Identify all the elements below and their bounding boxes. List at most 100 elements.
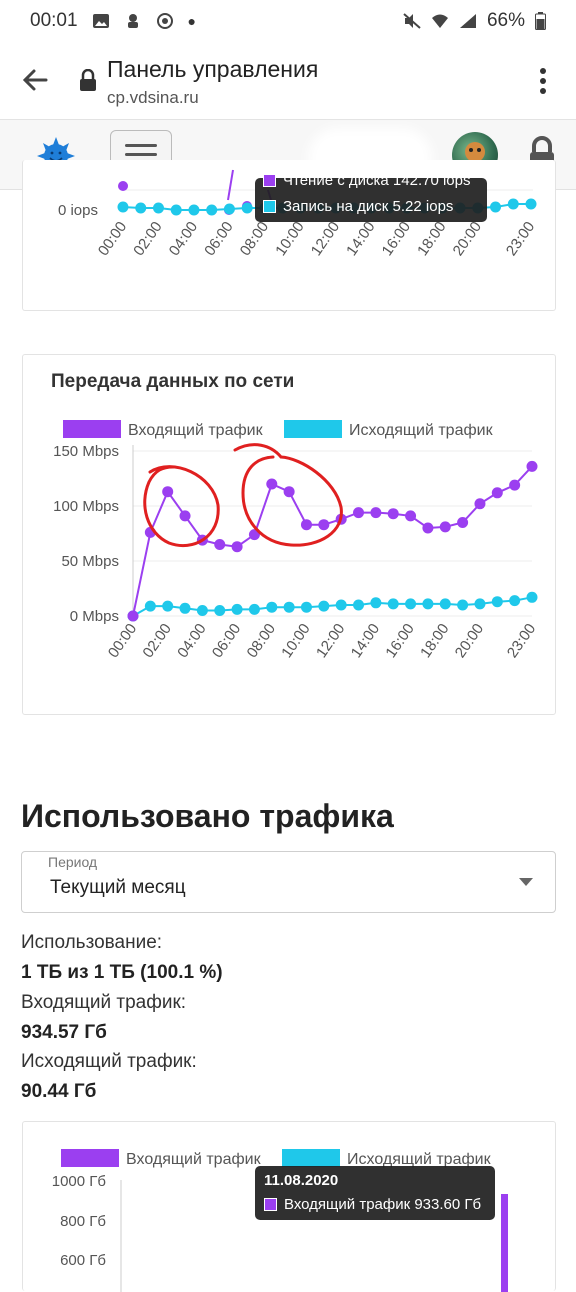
network-in-point[interactable]	[300, 519, 312, 531]
network-chart: Входящий трафик Исходящий трафик 150 Mbp…	[53, 420, 539, 662]
network-out-point[interactable]	[248, 603, 260, 615]
network-x-tick: 10:00	[278, 621, 313, 662]
disk-write-point[interactable]	[507, 198, 519, 210]
network-x-tick: 00:00	[105, 621, 140, 662]
network-x-tick: 06:00	[209, 621, 244, 662]
network-in-point[interactable]	[439, 521, 451, 533]
network-y-tick: 150 Mbps	[53, 443, 119, 460]
secure-lock-icon	[80, 69, 96, 91]
disk-write-point[interactable]	[525, 198, 537, 210]
network-out-point[interactable]	[283, 601, 295, 613]
network-out-point[interactable]	[353, 599, 365, 611]
legend-out-swatch[interactable]	[284, 420, 342, 438]
usage-label: Использование:	[21, 932, 163, 953]
mute-icon	[403, 13, 421, 29]
disk-write-point[interactable]	[135, 202, 147, 214]
disk-write-point[interactable]	[223, 203, 235, 215]
network-in-point[interactable]	[353, 507, 365, 519]
monthly-legend-in-label[interactable]: Входящий трафик	[126, 1151, 262, 1168]
disk-write-point[interactable]	[490, 201, 502, 213]
legend-in-label[interactable]: Входящий трафик	[128, 422, 264, 439]
network-out-point[interactable]	[318, 600, 330, 612]
network-x-tick: 20:00	[452, 621, 487, 662]
network-out-point[interactable]	[457, 599, 469, 611]
network-in-point[interactable]	[491, 487, 503, 499]
disk-write-point[interactable]	[241, 202, 253, 214]
network-out-point[interactable]	[214, 605, 226, 616]
disk-x-tick: 14:00	[343, 219, 378, 260]
network-out-point[interactable]	[370, 597, 382, 609]
network-in-point[interactable]	[457, 517, 469, 528]
monthly-legend-out-label[interactable]: Исходящий трафик	[347, 1151, 492, 1168]
disk-x-tick: 04:00	[166, 219, 201, 260]
more-dot-icon: ●	[187, 13, 197, 29]
network-grid	[132, 445, 532, 617]
network-in-point[interactable]	[318, 519, 330, 531]
network-out-point[interactable]	[162, 600, 174, 612]
disk-x-tick: 12:00	[308, 219, 343, 260]
legend-out-label[interactable]: Исходящий трафик	[349, 422, 494, 439]
network-in-point[interactable]	[474, 498, 486, 510]
network-out-point[interactable]	[439, 598, 451, 610]
monthly-bar[interactable]	[501, 1194, 508, 1292]
network-y-tick: 0 Mbps	[70, 608, 119, 625]
back-arrow-icon[interactable]	[20, 62, 50, 98]
network-out-point[interactable]	[144, 600, 156, 612]
network-out-point[interactable]	[231, 603, 243, 615]
disk-read-point	[118, 181, 128, 191]
network-out-point[interactable]	[335, 599, 347, 611]
network-out-point[interactable]	[422, 598, 434, 610]
monthly-legend-in-swatch[interactable]	[61, 1149, 119, 1167]
network-in-point[interactable]	[526, 460, 538, 472]
monthly-legend-out-swatch[interactable]	[282, 1149, 340, 1167]
traffic-section-title: Использовано трафика	[21, 798, 394, 834]
network-out-point[interactable]	[300, 601, 312, 613]
network-out-point[interactable]	[266, 601, 278, 613]
in-traffic-label: Входящий трафик:	[21, 992, 187, 1013]
period-select[interactable]: Период Текущий месяц	[21, 851, 556, 913]
disk-write-point[interactable]	[206, 204, 218, 216]
annotation-circle-1	[143, 465, 220, 548]
monthly-tooltip-line: Входящий трафик 933.60 Гб	[284, 1196, 482, 1213]
network-in-point[interactable]	[370, 507, 382, 519]
network-x-tick: 16:00	[382, 621, 417, 662]
disk-write-point[interactable]	[152, 202, 164, 214]
network-x-tick: 18:00	[417, 621, 452, 662]
network-chart-title: Передача данных по сети	[51, 371, 295, 392]
disk-write-point[interactable]	[117, 201, 129, 213]
network-out-point[interactable]	[196, 605, 208, 616]
network-in-point[interactable]	[509, 479, 521, 491]
network-in-point[interactable]	[422, 522, 434, 534]
more-vert-icon[interactable]	[536, 66, 550, 96]
network-in-point[interactable]	[231, 541, 243, 553]
signal-icon	[459, 14, 476, 28]
network-out-point[interactable]	[491, 596, 503, 608]
disk-read-line	[227, 169, 234, 201]
page-url[interactable]: cp.vdsina.ru	[107, 88, 199, 107]
disk-x-tick: 16:00	[379, 219, 414, 260]
write-swatch-icon	[263, 200, 276, 213]
monthly-chart-card: Входящий трафик Исходящий трафик 1000 Гб…	[22, 1121, 556, 1292]
network-in-point[interactable]	[127, 610, 139, 622]
network-in-point[interactable]	[405, 510, 417, 522]
disk-write-point[interactable]	[170, 204, 182, 216]
network-in-point[interactable]	[283, 486, 295, 498]
legend-in-swatch[interactable]	[63, 420, 121, 438]
network-in-point[interactable]	[387, 508, 399, 520]
network-out-point[interactable]	[526, 591, 538, 603]
network-out-point[interactable]	[509, 595, 521, 607]
network-in-point[interactable]	[162, 486, 174, 498]
disk-y-tick: 0 iops	[58, 202, 98, 219]
disk-write-point[interactable]	[188, 204, 200, 216]
network-in-point[interactable]	[214, 539, 226, 550]
network-in-point[interactable]	[179, 510, 191, 522]
network-out-point[interactable]	[474, 598, 486, 610]
monthly-tooltip-row: Входящий трафик 933.60 Гб	[264, 1196, 481, 1213]
period-label: Период	[48, 854, 98, 870]
network-chart-card: Передача данных по сети Входящий трафик …	[22, 354, 556, 715]
network-out-point[interactable]	[179, 602, 191, 614]
network-out-point[interactable]	[405, 598, 417, 610]
network-out-point[interactable]	[387, 598, 399, 610]
read-swatch-icon	[263, 174, 276, 187]
network-in-point[interactable]	[266, 478, 278, 490]
